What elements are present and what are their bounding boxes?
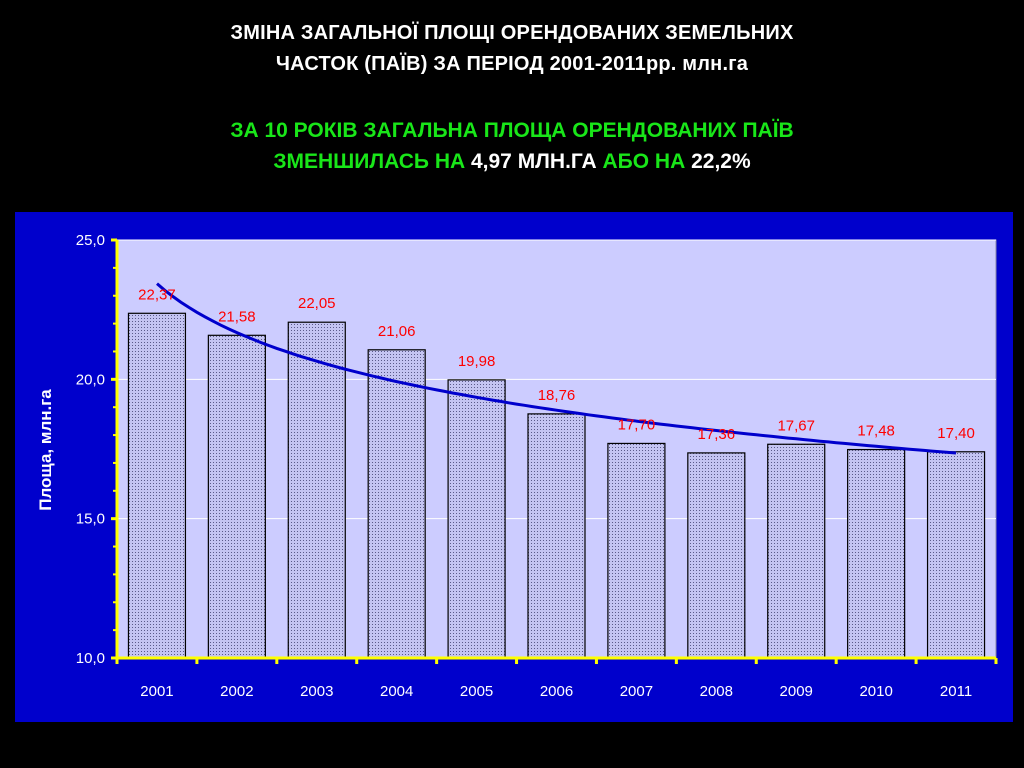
data-label-2005: 19,98 bbox=[458, 353, 496, 370]
bar-2011 bbox=[926, 451, 986, 659]
data-label-2010: 17,48 bbox=[857, 423, 895, 440]
x-tick-label-2009: 2009 bbox=[780, 683, 813, 700]
y-axis-label: Площа, млн.га bbox=[36, 389, 55, 511]
x-tick-label-2003: 2003 bbox=[300, 683, 333, 700]
x-tick-label-2011: 2011 bbox=[940, 683, 972, 700]
bar-2002 bbox=[207, 334, 266, 659]
data-label-2011: 17,40 bbox=[937, 425, 975, 442]
subtitle-decrease-percent: 22,2% bbox=[691, 150, 751, 173]
bar-2001 bbox=[127, 312, 187, 659]
subtitle-decrease-text: ЗМЕНШИЛАСЬ НА bbox=[273, 150, 471, 173]
y-tick-label-10,0: 10,0 bbox=[76, 650, 105, 667]
subtitle-line-2: ЗМЕНШИЛАСЬ НА 4,97 МЛН.ГА АБО НА 22,2% bbox=[0, 146, 1024, 177]
x-tick-label-2010: 2010 bbox=[859, 683, 892, 700]
bar-2008 bbox=[687, 452, 746, 659]
trendline bbox=[156, 282, 957, 455]
data-label-2006: 18,76 bbox=[538, 387, 576, 404]
data-label-2001: 22,37 bbox=[138, 286, 176, 303]
data-label-2003: 22,05 bbox=[298, 295, 336, 312]
bar-2007 bbox=[607, 442, 666, 659]
x-tick-label-2006: 2006 bbox=[540, 683, 573, 700]
title-line-1: ЗМІНА ЗАГАЛЬНОЇ ПЛОЩІ ОРЕНДОВАНИХ ЗЕМЕЛЬ… bbox=[230, 22, 794, 44]
y-tick-label-15,0: 15,0 bbox=[76, 511, 105, 528]
data-label-2007: 17,70 bbox=[618, 416, 656, 433]
subtitle-line-1: ЗА 10 РОКІВ ЗАГАЛЬНА ПЛОЩА ОРЕНДОВАНИХ П… bbox=[230, 119, 794, 142]
x-tick-label-2002: 2002 bbox=[220, 683, 253, 700]
y-tick-label-25,0: 25,0 bbox=[76, 232, 105, 249]
x-tick-label-2008: 2008 bbox=[700, 683, 733, 700]
data-label-2002: 21,58 bbox=[218, 308, 256, 325]
bar-2010 bbox=[847, 448, 906, 659]
data-label-2009: 17,67 bbox=[777, 417, 815, 434]
title-line-2: ЧАСТОК (ПАЇВ) ЗА ПЕРІОД 2001-2011рр. млн… bbox=[275, 53, 749, 75]
x-tick-label-2004: 2004 bbox=[380, 683, 413, 700]
y-tick-label-20,0: 20,0 bbox=[76, 371, 105, 388]
chart-subtitle: ЗА 10 РОКІВ ЗАГАЛЬНА ПЛОЩА ОРЕНДОВАНИХ П… bbox=[0, 115, 1024, 177]
bar-2004 bbox=[367, 349, 426, 659]
data-label-2004: 21,06 bbox=[378, 323, 416, 340]
data-label-2008: 17,36 bbox=[698, 426, 736, 443]
bar-2009 bbox=[767, 443, 826, 659]
chart-title: ЗМІНА ЗАГАЛЬНОЇ ПЛОЩІ ОРЕНДОВАНИХ ЗЕМЕЛЬ… bbox=[0, 18, 1024, 80]
x-tick-label-2005: 2005 bbox=[460, 683, 493, 700]
x-tick-label-2007: 2007 bbox=[620, 683, 653, 700]
bar-2006 bbox=[527, 413, 586, 659]
bar-2003 bbox=[287, 321, 346, 659]
subtitle-or-text: АБО НА bbox=[596, 150, 692, 173]
bar-2005 bbox=[447, 379, 506, 659]
subtitle-decrease-amount: 4,97 МЛН.ГА bbox=[470, 150, 597, 173]
x-tick-label-2001: 2001 bbox=[140, 683, 173, 700]
